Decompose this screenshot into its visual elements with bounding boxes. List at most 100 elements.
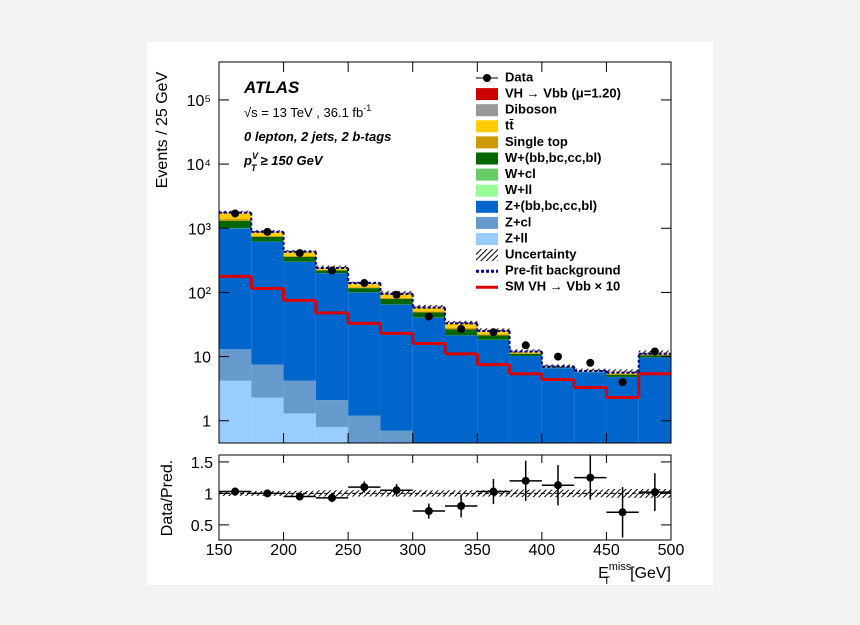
data-point [424,312,433,321]
stack-bar [380,298,413,305]
x-title-unit: [GeV] [630,565,671,582]
ratio-point [360,483,369,492]
experiment: ATLAS [243,78,300,97]
ratio-uncertainty-band [445,490,478,497]
y-tick-label: 10⁵ [187,93,211,110]
data-point [457,324,466,333]
uncertainty-band [445,320,478,324]
ratio-point [586,473,595,482]
uncertainty-band [412,304,445,308]
y-tick-label: 1 [204,486,213,503]
stack-bar [315,400,349,427]
stack-bar [283,256,316,262]
data-point [328,266,336,275]
data-point [521,341,530,350]
stack-bar [251,241,284,365]
stack-bar [348,415,381,443]
legend-marker [483,74,491,82]
stack-bar [606,377,639,443]
cut-rest: ≥ 150 GeV [260,153,323,168]
data-point [295,249,304,258]
stack-bar [606,373,639,375]
ratio-point [618,508,627,517]
cut: pV T ≥ 150 GeV [243,151,324,173]
legend-marker [476,184,498,197]
x-tick-label: 400 [529,542,556,559]
stack-bar [315,273,349,401]
legend-marker [476,200,498,213]
stack-bar [509,353,542,354]
legend-marker [476,216,498,229]
stack-bar [606,374,639,377]
y-tick-label: 1.5 [191,455,213,472]
stack-bar [412,317,445,443]
stack-bar [412,307,445,312]
stack-bar [638,357,671,443]
stack-bar [219,349,252,381]
y-tick-label: 10 [193,350,211,367]
stack-bar [251,397,284,443]
legend-label: Data [505,69,534,84]
ratio-point [392,486,401,495]
x-tick-label: 200 [270,542,297,559]
ratio-point [295,492,304,501]
stack-bar [283,380,316,414]
stack-bar [509,353,542,356]
stack-bar [348,288,381,293]
x-title-main: E [598,565,609,582]
y-axis-title: Events / 25 GeV [154,71,171,188]
energy: √s = 13 TeV , 36.1 fb-1 [244,103,371,120]
stack-bar [638,355,671,358]
ratio-point [489,487,498,496]
stack-bar [219,228,252,350]
uncertainty-band [606,369,639,374]
ratio-point [231,487,240,496]
stack-bar [315,426,349,443]
ratio-uncertainty-band [348,490,381,497]
main-frame [218,61,672,444]
legend-label: Z+ll [505,230,528,245]
x-tick-label: 500 [658,542,685,559]
ratio-plot [219,455,671,538]
x-title-sup: miss [609,561,632,573]
data-point [618,378,627,387]
y-tick-label: 10³ [188,221,212,238]
legend-marker [476,233,498,245]
stack-bar [283,413,316,443]
ratio-frame [218,454,672,541]
data-point [489,328,498,337]
legend-marker [476,120,498,133]
ratio-point [263,489,272,498]
legend-label: tt̄ [505,118,514,133]
ratio-point [521,476,530,485]
x-title-sub: T [603,575,610,587]
legend-marker [476,249,498,262]
legend-marker [476,88,498,101]
stack-bar [412,311,445,313]
legend-label: VH → Vbb (μ=1.20) [505,86,621,101]
x-tick-label: 450 [593,542,620,559]
ratio-point [424,507,433,516]
main-plot [219,209,671,443]
x-axis-title: Emiss T [GeV] [598,561,671,587]
cut-sub: T [251,163,258,173]
stack-bar [251,236,284,237]
cut-main: p [243,153,252,168]
stack-bar [283,261,316,381]
stack-bar [574,372,607,443]
legend-marker [476,104,498,117]
stack-bar [348,287,381,289]
x-tick-label: 250 [335,542,362,559]
data-point [392,290,401,299]
legend-label: Z+(bb,bc,cc,bl) [505,198,597,213]
ratio-uncertainty-band [412,490,445,497]
x-tick-label: 300 [399,542,426,559]
legend-label: W+(bb,bc,cc,bl) [505,150,601,165]
energy-sup: -1 [363,103,371,113]
stack-bar [219,219,252,221]
cut-sup: V [252,151,259,161]
data-point [263,227,272,236]
legend-label: Diboson [505,102,557,117]
